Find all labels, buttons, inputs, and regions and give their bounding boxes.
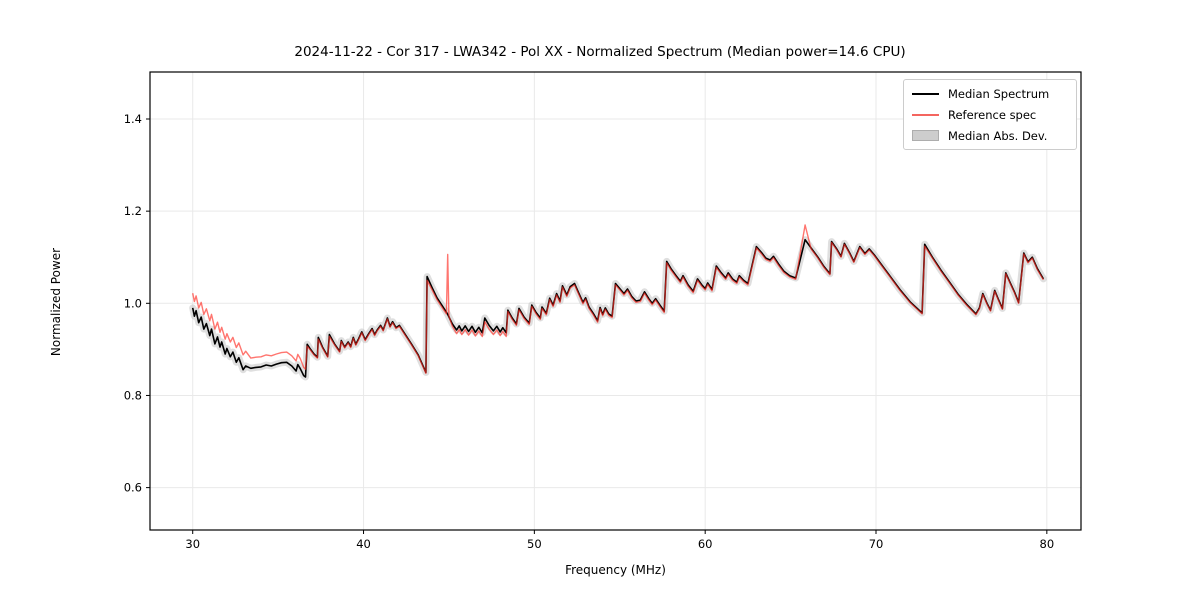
x-tick-label: 70 xyxy=(869,537,884,551)
legend-item-median-spectrum: Median Spectrum xyxy=(912,85,1068,102)
legend-label: Reference spec xyxy=(948,107,1037,122)
legend-item-reference-spec: Reference spec xyxy=(912,106,1068,123)
legend-label: Median Abs. Dev. xyxy=(948,128,1048,143)
x-tick-label: 40 xyxy=(356,537,371,551)
chart-title: 2024-11-22 - Cor 317 - LWA342 - Pol XX -… xyxy=(294,44,906,60)
legend-label: Median Spectrum xyxy=(948,86,1050,101)
x-tick-label: 60 xyxy=(698,537,713,551)
x-tick-label: 80 xyxy=(1040,537,1055,551)
series-lines xyxy=(189,224,1047,381)
x-tick-label: 50 xyxy=(527,537,542,551)
y-tick-label: 1.2 xyxy=(124,204,142,218)
x-axis-label: Frequency (MHz) xyxy=(565,563,666,577)
legend-item-median-abs-dev: Median Abs. Dev. xyxy=(912,127,1068,144)
y-axis-label: Normalized Power xyxy=(49,247,63,357)
x-tick-label: 30 xyxy=(185,537,200,551)
y-tick-label: 1.4 xyxy=(124,112,142,126)
y-tick-label: 0.8 xyxy=(124,388,142,402)
reference-spec-line xyxy=(192,224,1045,374)
median-spectrum-line-swatch xyxy=(912,92,939,95)
axis-ticks xyxy=(146,118,1048,534)
tick-labels: 30 40 50 60 70 80 0.6 0.8 1.0 1.2 1.4 xyxy=(124,112,1054,551)
median-abs-dev-patch-swatch xyxy=(912,130,939,141)
plot-frame xyxy=(149,71,1082,531)
y-tick-label: 1.0 xyxy=(124,296,142,310)
legend: Median Spectrum Reference spec Median Ab… xyxy=(903,79,1077,150)
y-tick-label: 0.6 xyxy=(124,481,142,495)
reference-spec-line-swatch xyxy=(912,113,939,116)
